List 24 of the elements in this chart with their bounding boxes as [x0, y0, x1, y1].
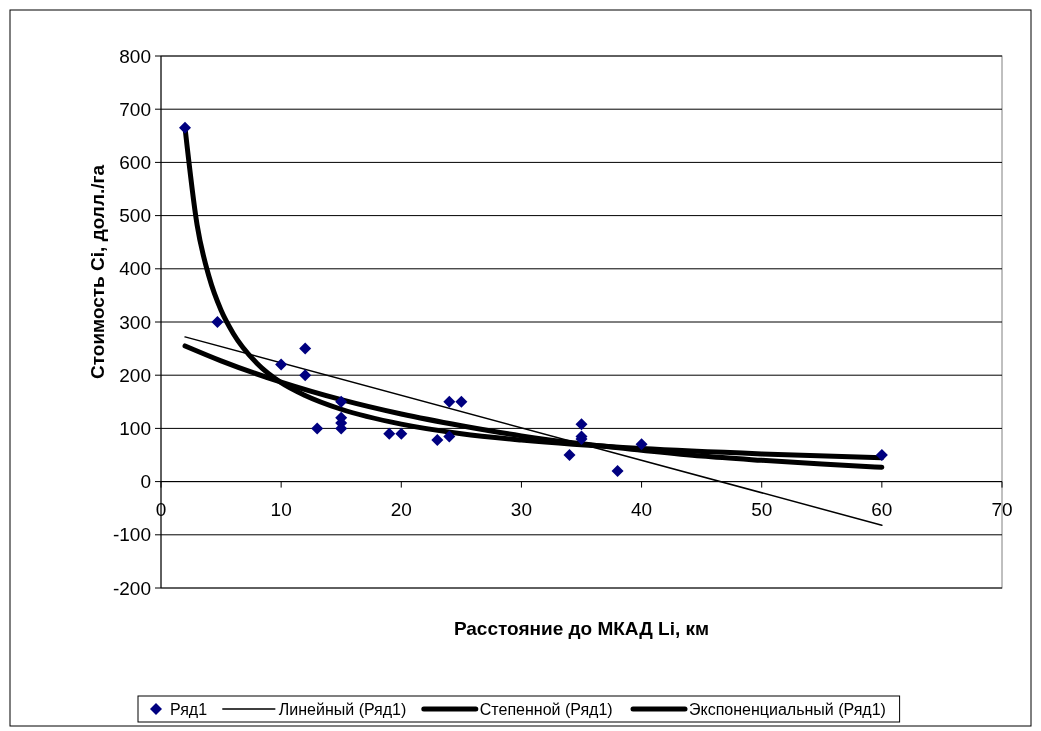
- x-tick-label: 60: [871, 498, 893, 520]
- y-tick-label: 0: [140, 471, 151, 493]
- y-tick-label: 500: [119, 205, 151, 227]
- x-tick-label: 70: [991, 498, 1013, 520]
- y-tick-label: -200: [112, 577, 151, 599]
- y-tick-label: 100: [119, 418, 151, 440]
- y-tick-label: 400: [119, 258, 151, 280]
- y-tick-label: 700: [119, 98, 151, 120]
- y-tick-label: -100: [112, 524, 151, 546]
- legend-label: Степенной (Ряд1): [479, 700, 613, 718]
- x-tick-label: 50: [751, 498, 773, 520]
- y-axis-title: Стоимость Ci, долл./га: [87, 164, 108, 379]
- x-tick-label: 30: [510, 498, 532, 520]
- x-tick-label: 40: [631, 498, 653, 520]
- legend-label: Линейный (Ряд1): [278, 700, 407, 718]
- y-tick-label: 600: [119, 152, 151, 174]
- y-tick-label: 300: [119, 311, 151, 333]
- x-axis-title: Расстояние до МКАД Li, км: [453, 618, 710, 639]
- x-tick-label: 20: [390, 498, 412, 520]
- y-tick-label: 200: [119, 364, 151, 386]
- legend-label: Экспоненциальный (Ряд1): [689, 700, 886, 718]
- legend-label: Ряд1: [170, 700, 208, 718]
- x-tick-label: 10: [270, 498, 292, 520]
- y-tick-label: 800: [119, 45, 151, 67]
